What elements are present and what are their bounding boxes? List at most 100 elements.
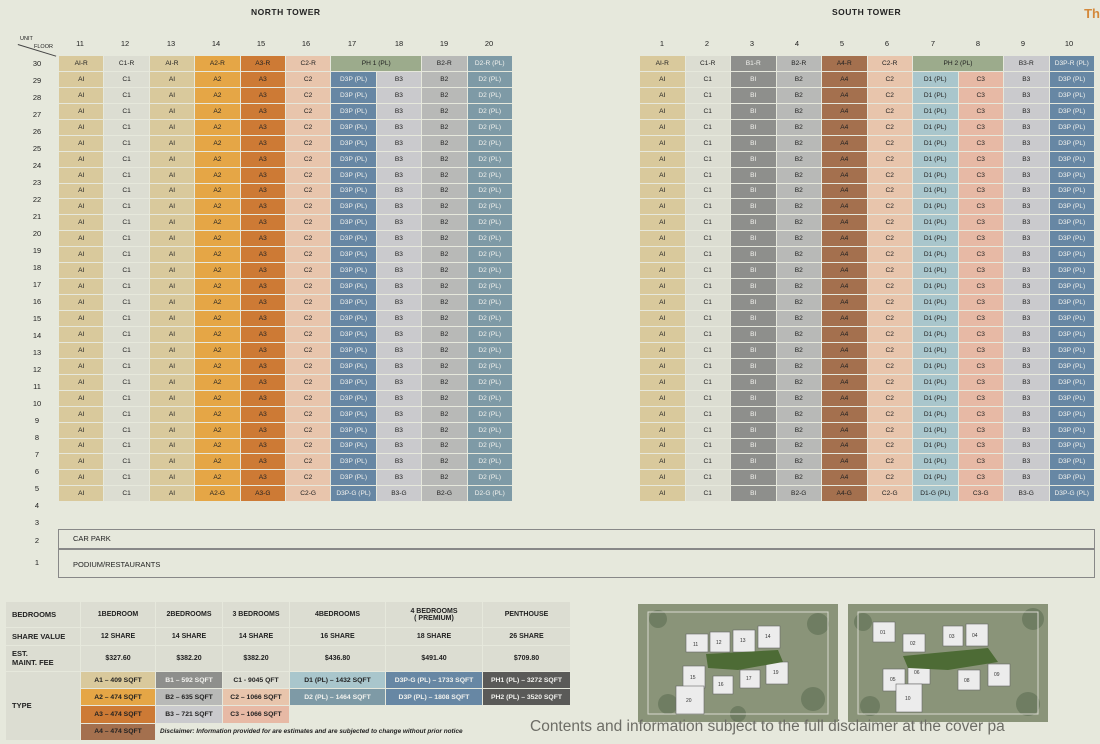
unit-cell: D2 (PL) [466, 86, 514, 104]
unit-cell: A4 [821, 341, 868, 359]
unit-cell: AI [639, 230, 686, 248]
unit-cell: C2 [866, 437, 913, 455]
typical-floor-row: AI C1 AI A2 A3 C2 D3P (PL) B3 B2 D2 (PL) [57, 278, 514, 296]
unit-cell: D3P (PL) [330, 198, 377, 216]
unit-cell: D3P (PL) [330, 214, 377, 232]
unit-cell: C2 [866, 150, 913, 168]
unit-cell: AI [639, 118, 686, 136]
unit-cell: B3 [375, 421, 423, 439]
unit-cell: D2 (PL) [466, 341, 514, 359]
unit-cell: C2 [866, 469, 913, 487]
key-cell: $436.80 [289, 644, 386, 672]
unit-cell: D3P (PL) [1048, 373, 1095, 391]
unit-cell: AI [57, 118, 105, 136]
unit-cell: AI [148, 453, 196, 471]
unit-cell: A2 [194, 70, 241, 88]
stack-number: 15 [256, 39, 266, 48]
unit-cell: AI-R [639, 55, 686, 72]
unit-cell: A2 [194, 230, 241, 248]
unit-type-swatch: A3 – 474 SQFT [80, 705, 156, 724]
unit-cell: B2 [421, 310, 468, 327]
unit-cell: B2 [421, 405, 468, 423]
unit-cell: B1-R [730, 55, 777, 72]
unit-cell: C1 [103, 469, 150, 487]
typical-floor-row: AI C1 AI A2 A3 C2 D3P (PL) B3 B2 D2 (PL) [57, 182, 514, 200]
unit-cell: BI [730, 405, 777, 423]
unit-cell: AI [57, 86, 105, 104]
car-park-label: CAR PARK [73, 534, 111, 543]
unit-cell: D3P (PL) [1048, 310, 1095, 327]
unit-cell: BI [730, 389, 777, 407]
unit-type-swatch: D3P-G (PL) – 1733 SQFT [385, 670, 483, 690]
unit-cell: D2 (PL) [466, 437, 514, 455]
floor-number: 7 [34, 450, 40, 459]
unit-cell: AI [57, 405, 105, 423]
blank-cell [385, 705, 483, 724]
unit-cell: C1 [103, 86, 150, 104]
unit-cell: C1 [103, 230, 150, 248]
floor-number: 25 [32, 144, 42, 153]
typical-floor-row: AI C1 AI A2 A3 C2 D3P (PL) B3 B2 D2 (PL) [57, 214, 514, 232]
unit-cell: B3 [375, 86, 423, 104]
typical-floor-row: AI C1 AI A2 A3 C2 D3P (PL) B3 B2 D2 (PL) [57, 310, 514, 327]
unit-cell: AI [57, 150, 105, 168]
unit-cell: A2 [194, 246, 241, 264]
stack-number: 9 [1020, 39, 1026, 48]
unit-cell: C2 [866, 325, 913, 343]
unit-cell: A4 [821, 102, 868, 120]
typical-floor-row: AI C1 AI A2 A3 C2 D3P (PL) B3 B2 D2 (PL) [57, 134, 514, 152]
unit-cell: BI [730, 294, 777, 311]
unit-cell: B2-G [421, 485, 468, 503]
unit-cell: C2 [866, 230, 913, 248]
typical-floor-row: AI C1 BI B2 A4 C2 D1 (PL) C3 B3 D3P (PL) [639, 373, 1095, 391]
unit-cell: C3 [957, 373, 1004, 391]
unit-cell: A2 [194, 166, 241, 184]
unit-cell: C2 [284, 70, 332, 88]
unit-cell: B3 [1003, 166, 1050, 184]
unit-cell: D3P (PL) [330, 134, 377, 152]
unit-cell: B2 [421, 246, 468, 264]
floor-number: 21 [32, 212, 42, 221]
unit-cell: B2 [421, 134, 468, 152]
unit-cell: BI [730, 102, 777, 120]
unit-cell: AI [57, 230, 105, 248]
stack-number: 16 [301, 39, 311, 48]
unit-cell: C2 [866, 86, 913, 104]
unit-cell: B2 [421, 325, 468, 343]
unit-cell: C1 [103, 166, 150, 184]
unit-cell: D1 (PL) [912, 262, 959, 280]
unit-cell: C3 [957, 166, 1004, 184]
roof-floor-row: AI-R C1-R B1-R B2-R A4-R C2-R PH 2 (PL) B3-R D3P… [639, 55, 1095, 72]
unit-cell: C3 [957, 150, 1004, 168]
unit-cell: A4 [821, 325, 868, 343]
unit-cell: D3P (PL) [1048, 102, 1095, 120]
unit-cell: B2 [421, 469, 468, 487]
car-park-row: CAR PARK [58, 529, 1095, 549]
unit-type-swatch: PH2 (PL) – 3520 SQFT [482, 688, 571, 707]
typical-floor-row: AI C1 AI A2 A3 C2 D3P (PL) B3 B2 D2 (PL) [57, 86, 514, 104]
unit-cell: AI [148, 278, 196, 296]
typical-floor-row: AI C1 AI A2 A3 C2 D3P (PL) B3 B2 D2 (PL) [57, 230, 514, 248]
unit-cell: AI [148, 182, 196, 200]
unit-cell: D1 (PL) [912, 357, 959, 375]
unit-cell: C2 [866, 198, 913, 216]
block-label: 16 [718, 682, 724, 688]
unit-cell: PH 1 (PL) [330, 55, 423, 72]
unit-cell: C2 [284, 230, 332, 248]
unit-cell: D2 (PL) [466, 469, 514, 487]
unit-cell: AI [57, 341, 105, 359]
typical-floor-row: AI C1 BI B2 A4 C2 D1 (PL) C3 B3 D3P (PL) [639, 118, 1095, 136]
unit-type-swatch: B1 – 592 SQFT [155, 670, 223, 690]
unit-cell: B3 [375, 134, 423, 152]
unit-cell: B2 [421, 150, 468, 168]
unit-cell: A4 [821, 453, 868, 471]
key-cell: PENTHOUSE [482, 600, 571, 629]
typical-floor-row: AI C1 AI A2 A3 C2 D3P (PL) B3 B2 D2 (PL) [57, 357, 514, 375]
unit-cell: D1 (PL) [912, 310, 959, 327]
typical-floor-row: AI C1 AI A2 A3 C2 D3P (PL) B3 B2 D2 (PL) [57, 198, 514, 216]
unit-cell: C2 [866, 262, 913, 280]
unit-cell: B3 [1003, 214, 1050, 232]
block-label: 04 [972, 633, 978, 639]
floor-number: 18 [32, 263, 42, 272]
unit-cell: D3P (PL) [1048, 341, 1095, 359]
